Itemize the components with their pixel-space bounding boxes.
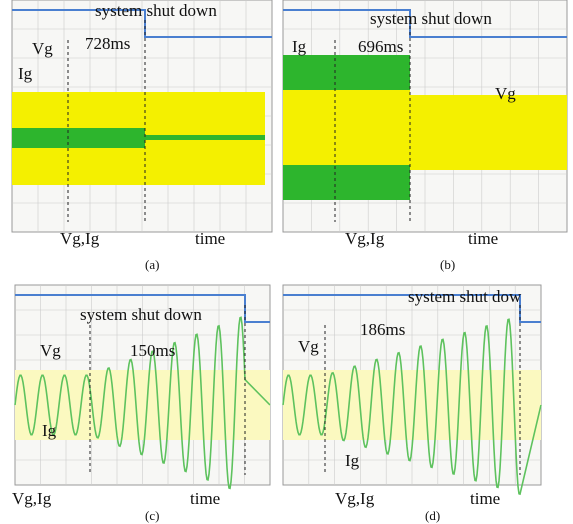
- duration: 186ms: [360, 320, 405, 339]
- scope-panel: system shut down 728ms Vg Ig Vg,Ig time (a): [12, 0, 272, 272]
- ig-label: Ig: [42, 421, 57, 440]
- time-label: time: [470, 489, 500, 508]
- time-label: time: [195, 229, 225, 248]
- time-label: time: [468, 229, 498, 248]
- duration: 696ms: [358, 37, 403, 56]
- caption: (b): [440, 257, 455, 272]
- x-label: Vg,Ig: [345, 229, 385, 248]
- caption: (c): [145, 508, 159, 523]
- ig-envelope: [283, 55, 410, 90]
- shutdown-label: system shut down: [80, 305, 202, 324]
- shutdown-label: system shut down: [95, 1, 217, 20]
- scope-panel: system shut down 696ms Vg Ig Vg,Ig time (b): [283, 0, 567, 272]
- vg-band: [410, 95, 567, 170]
- vg-label: Vg: [40, 341, 61, 360]
- shutdown-label: system shut dow: [408, 287, 522, 306]
- duration: 728ms: [85, 34, 130, 53]
- ig-label: Ig: [345, 451, 360, 470]
- time-label: time: [190, 489, 220, 508]
- scope-panel: system shut down 150ms Vg Ig Vg,Ig time (c): [12, 285, 270, 523]
- caption: (d): [425, 508, 440, 523]
- ig-envelope: [283, 165, 410, 200]
- vg-label: Vg: [298, 337, 319, 356]
- shutdown-label: system shut down: [370, 9, 492, 28]
- figure: system shut down728msVgIgVg,Igtime(a)sys…: [0, 0, 573, 524]
- vg-label: Vg: [32, 39, 53, 58]
- vg-label: Vg: [495, 84, 516, 103]
- duration: 150ms: [130, 341, 175, 360]
- x-label: Vg,Ig: [12, 489, 52, 508]
- ig-label: Ig: [18, 64, 33, 83]
- x-label: Vg,Ig: [335, 489, 375, 508]
- ig-band: [12, 128, 145, 148]
- ig-line: [145, 135, 265, 140]
- caption: (a): [145, 257, 159, 272]
- x-label: Vg,Ig: [60, 229, 100, 248]
- ig-label: Ig: [292, 37, 307, 56]
